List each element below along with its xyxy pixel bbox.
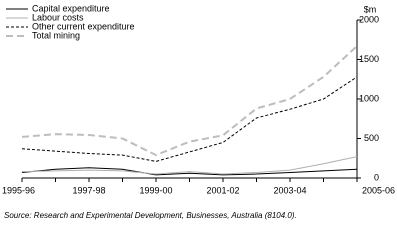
legend-label: Labour costs xyxy=(32,12,84,22)
x-tick-label: 1999-00 xyxy=(139,185,172,195)
legend-label: Total mining xyxy=(32,30,80,40)
series-line xyxy=(21,167,358,176)
x-tick-label: 2005-06 xyxy=(362,185,395,195)
y-tick-label: 1000 xyxy=(359,93,379,103)
legend-label: Other current expenditure xyxy=(32,21,135,31)
chart: $m Source: Research and Experimental Dev… xyxy=(2,3,395,220)
x-tick-label: 2001-02 xyxy=(206,185,239,195)
y-tick-label: 1500 xyxy=(359,54,379,64)
x-tick-label: 1995-96 xyxy=(2,185,35,195)
x-tick-label: 2003-04 xyxy=(273,185,306,195)
y-tick-label: 500 xyxy=(364,133,379,143)
y-tick-label: 2000 xyxy=(359,14,379,24)
y-axis-label: $m xyxy=(364,4,377,14)
source: Source: Research and Experimental Develo… xyxy=(4,211,297,220)
y-tick-label: 0 xyxy=(374,172,379,182)
x-tick-label: 1997-98 xyxy=(72,185,105,195)
series-line xyxy=(21,156,358,175)
series-line xyxy=(21,45,358,157)
legend-label: Capital expenditure xyxy=(32,3,110,13)
series-line xyxy=(21,76,358,162)
